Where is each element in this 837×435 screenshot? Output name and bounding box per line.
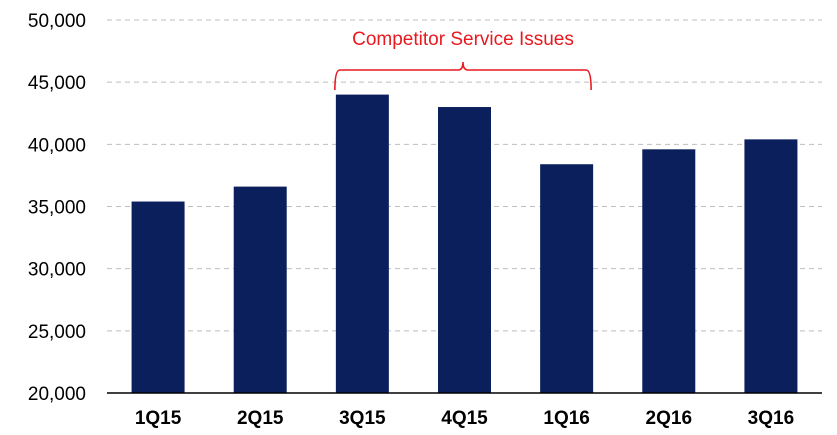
y-tick-label: 30,000 bbox=[28, 260, 86, 281]
x-tick-label: 2Q16 bbox=[646, 408, 692, 429]
y-axis-ticks: 20,000 25,000 30,000 35,000 40,000 45,000 50,0… bbox=[28, 11, 86, 405]
bar bbox=[540, 164, 594, 393]
x-tick-label: 3Q16 bbox=[748, 408, 794, 429]
bar bbox=[131, 201, 185, 393]
bar bbox=[233, 186, 287, 393]
annotations: Competitor Service Issues bbox=[334, 29, 592, 91]
x-tick-label: 1Q16 bbox=[543, 408, 589, 429]
x-tick-label: 1Q15 bbox=[135, 408, 182, 429]
x-axis-ticks: 1Q15 2Q15 3Q15 4Q15 1Q16 2Q16 3Q16 bbox=[135, 408, 794, 429]
bars bbox=[131, 94, 798, 394]
y-tick-label: 20,000 bbox=[28, 384, 86, 405]
annotation-bracket bbox=[334, 61, 592, 91]
bar bbox=[335, 94, 389, 393]
gridlines bbox=[107, 19, 822, 332]
y-tick-label: 35,000 bbox=[28, 198, 86, 219]
bar bbox=[438, 107, 491, 394]
bar bbox=[642, 149, 696, 393]
y-tick-label: 40,000 bbox=[28, 135, 86, 156]
annotation-label: Competitor Service Issues bbox=[352, 29, 574, 50]
y-tick-label: 45,000 bbox=[28, 73, 86, 94]
x-tick-label: 3Q15 bbox=[339, 408, 386, 429]
x-tick-label: 4Q15 bbox=[441, 408, 488, 429]
x-tick-label: 2Q15 bbox=[237, 408, 284, 429]
bar bbox=[744, 139, 798, 393]
y-tick-label: 25,000 bbox=[28, 322, 86, 343]
y-tick-label: 50,000 bbox=[28, 11, 86, 32]
